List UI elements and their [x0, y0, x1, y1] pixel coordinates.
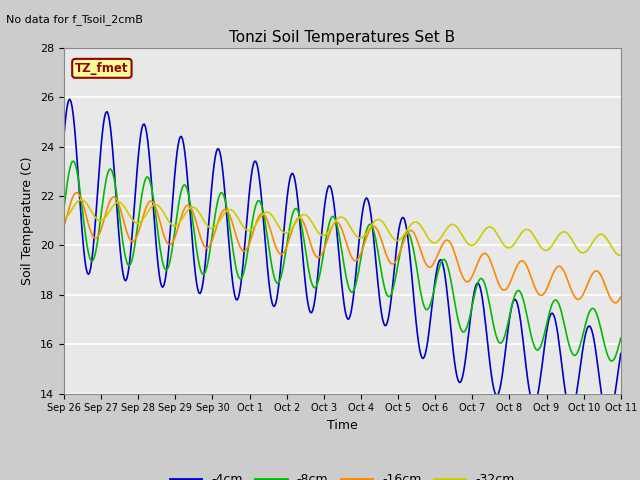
-8cm	[470, 293, 478, 299]
-4cm	[617, 351, 625, 357]
-32cm	[373, 217, 381, 223]
Text: TZ_fmet: TZ_fmet	[75, 62, 129, 75]
Legend: -4cm, -8cm, -16cm, -32cm: -4cm, -8cm, -16cm, -32cm	[165, 468, 520, 480]
-8cm	[60, 205, 68, 211]
Line: -16cm: -16cm	[64, 192, 621, 303]
-4cm	[234, 295, 242, 300]
-4cm	[373, 267, 381, 273]
Title: Tonzi Soil Temperatures Set B: Tonzi Soil Temperatures Set B	[229, 30, 456, 46]
-4cm	[399, 215, 407, 220]
-16cm	[399, 239, 407, 245]
-4cm	[567, 408, 575, 414]
-8cm	[373, 241, 381, 247]
-4cm	[604, 417, 612, 423]
-8cm	[607, 358, 615, 364]
-32cm	[77, 197, 85, 203]
-4cm	[66, 96, 74, 102]
-32cm	[60, 216, 68, 221]
Line: -32cm: -32cm	[64, 200, 621, 255]
-16cm	[567, 286, 575, 291]
-4cm	[60, 132, 68, 138]
-16cm	[234, 240, 242, 246]
Text: No data for f_Tsoil_2cmB: No data for f_Tsoil_2cmB	[6, 14, 143, 25]
-32cm	[567, 235, 575, 241]
-8cm	[296, 215, 304, 220]
-32cm	[470, 241, 478, 247]
-4cm	[296, 221, 304, 227]
X-axis label: Time: Time	[327, 419, 358, 432]
Line: -8cm: -8cm	[64, 161, 621, 361]
-16cm	[617, 294, 625, 300]
-8cm	[617, 335, 625, 341]
-16cm	[611, 300, 619, 306]
-8cm	[70, 158, 77, 164]
-16cm	[73, 190, 81, 195]
-4cm	[470, 288, 478, 294]
-16cm	[296, 215, 304, 221]
-32cm	[296, 214, 304, 220]
-16cm	[470, 269, 478, 275]
-32cm	[234, 216, 242, 221]
-32cm	[617, 252, 625, 258]
Line: -4cm: -4cm	[64, 99, 621, 420]
-16cm	[373, 226, 381, 231]
Y-axis label: Soil Temperature (C): Soil Temperature (C)	[22, 156, 35, 285]
-8cm	[567, 348, 575, 353]
-8cm	[399, 236, 407, 241]
-16cm	[60, 223, 68, 229]
-32cm	[399, 233, 407, 239]
-32cm	[616, 252, 623, 258]
-8cm	[234, 274, 242, 279]
